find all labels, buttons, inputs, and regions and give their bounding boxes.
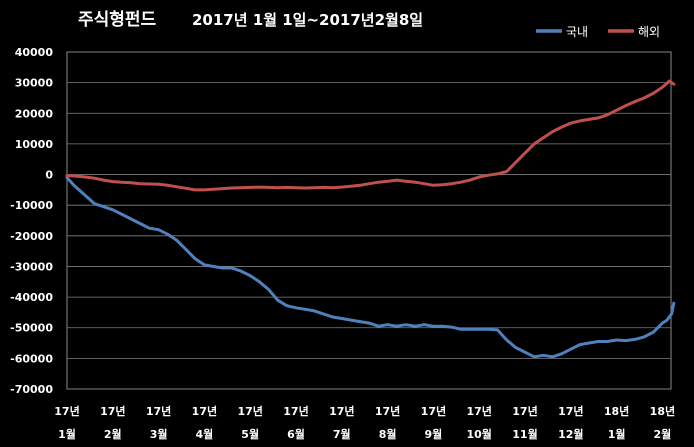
x-tick-label-month: 3월 xyxy=(150,427,168,441)
series-line xyxy=(65,176,676,359)
y-tick-label: -70000 xyxy=(10,383,53,396)
y-tick-label: -30000 xyxy=(10,260,53,273)
x-tick-label-year: 17년 xyxy=(512,404,537,418)
x-tick-label-month: 6월 xyxy=(287,427,305,441)
legend-label: 국내 xyxy=(566,25,588,39)
series-layer xyxy=(65,79,676,359)
chart-title: 주식형펀드 xyxy=(78,9,157,30)
series-line xyxy=(65,79,676,192)
x-tick-label-year: 17년 xyxy=(283,404,308,418)
x-tick-label-month: 2월 xyxy=(104,427,122,441)
y-tick-label: 10000 xyxy=(15,138,54,151)
x-tick-label-month: 7월 xyxy=(333,427,351,441)
x-tick-label-year: 17년 xyxy=(558,404,583,418)
y-tick-label: -40000 xyxy=(10,291,53,304)
y-tick-label: 0 xyxy=(45,169,53,182)
x-tick-label-year: 17년 xyxy=(54,404,79,418)
x-tick-label-year: 18년 xyxy=(604,404,629,418)
x-axis: 17년 1월 17년 2월 17년 3월 17년 4월 17년 5월 17년 6월 17년 7월 17년 8월… xyxy=(54,404,675,441)
x-tick-label-month: 5월 xyxy=(241,427,259,441)
plot-area xyxy=(66,51,672,390)
chart-legend: 국내 해외 xyxy=(536,25,660,39)
x-tick-label-year: 17년 xyxy=(192,404,217,418)
y-tick-label: -20000 xyxy=(10,230,53,243)
x-tick-label-month: 10월 xyxy=(466,427,491,441)
legend-label: 해외 xyxy=(638,25,660,39)
chart-subtitle: 2017년 1월 1일~2017년2월8일 xyxy=(192,11,423,29)
x-tick-label-year: 18년 xyxy=(650,404,675,418)
x-tick-label-year: 17년 xyxy=(375,404,400,418)
x-tick-label-month: 12월 xyxy=(558,427,583,441)
x-tick-label-month: 2월 xyxy=(654,427,672,441)
x-tick-label-month: 11월 xyxy=(512,427,537,441)
y-axis: 40000 30000 20000 10000 0 -10000 -20000 -30000 -… xyxy=(10,46,53,396)
y-tick-label: -10000 xyxy=(10,199,53,212)
x-tick-label-month: 1월 xyxy=(608,427,626,441)
y-tick-label: 40000 xyxy=(15,46,54,59)
x-tick-label-year: 17년 xyxy=(421,404,446,418)
x-tick-label-year: 17년 xyxy=(237,404,262,418)
plot-frame xyxy=(66,51,672,390)
x-tick-label-year: 17년 xyxy=(100,404,125,418)
x-tick-label-month: 8월 xyxy=(379,427,397,441)
x-tick-label-year: 17년 xyxy=(146,404,171,418)
x-tick-label-year: 17년 xyxy=(329,404,354,418)
y-tick-label: 30000 xyxy=(15,77,54,90)
y-tick-label: -50000 xyxy=(10,322,53,335)
x-tick-label-month: 1월 xyxy=(58,427,76,441)
y-tick-label: -60000 xyxy=(10,352,53,365)
x-tick-label-year: 17년 xyxy=(466,404,491,418)
x-tick-label-month: 9월 xyxy=(425,427,443,441)
y-tick-label: 20000 xyxy=(15,107,54,120)
x-tick-label-month: 4월 xyxy=(196,427,214,441)
